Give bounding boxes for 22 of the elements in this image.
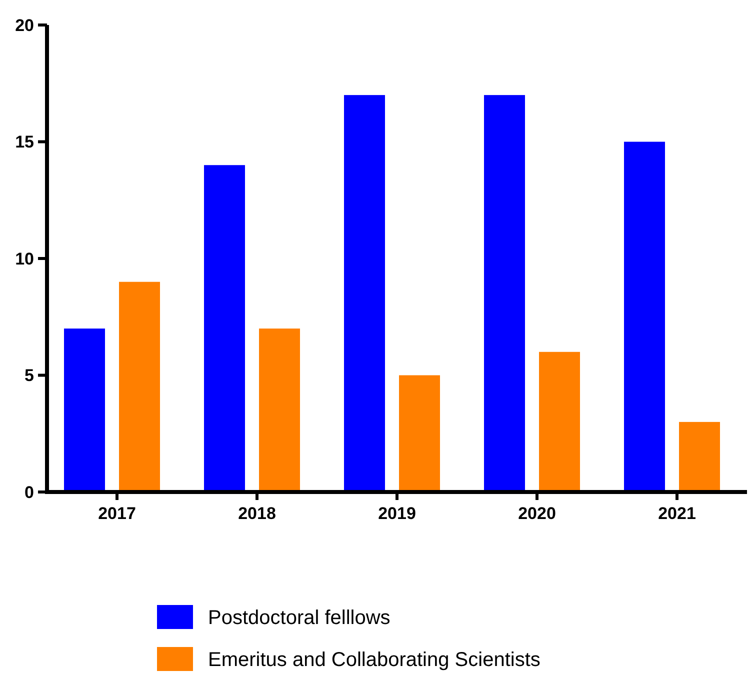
bar [119,282,160,492]
x-tick-label: 2020 [518,504,556,523]
y-tick-label: 20 [15,16,34,35]
bar [484,95,525,492]
x-tick-label: 2021 [658,504,696,523]
legend-label: Emeritus and Collaborating Scientists [208,649,540,671]
bar [64,328,105,492]
bar [344,95,385,492]
x-tick-label: 2019 [378,504,416,523]
bar [624,142,665,492]
bar [204,165,245,492]
y-tick-label: 10 [15,249,34,268]
bar [399,375,440,492]
legend-label: Postdoctoral felllows [208,607,390,629]
bar [539,352,580,492]
x-tick-label: 2017 [98,504,136,523]
y-tick-label: 5 [24,366,34,386]
y-tick-label: 0 [24,482,34,502]
x-tick-label: 2018 [238,504,276,523]
y-tick-label: 15 [15,132,34,152]
bar [259,328,300,492]
bar [679,422,720,492]
